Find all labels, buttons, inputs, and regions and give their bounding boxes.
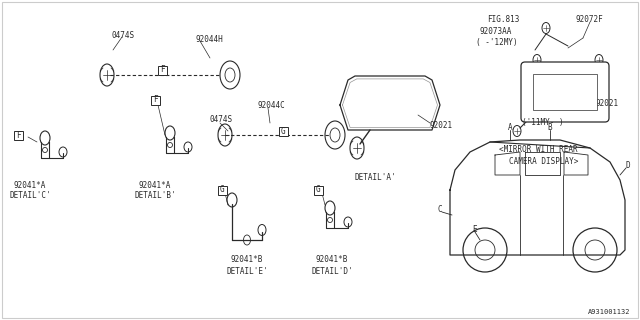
Ellipse shape xyxy=(184,142,192,152)
Ellipse shape xyxy=(243,235,250,245)
Text: ('11MY- ): ('11MY- ) xyxy=(522,117,564,126)
Text: DETAIL'C': DETAIL'C' xyxy=(9,191,51,201)
Text: 92041*B: 92041*B xyxy=(316,255,348,265)
Text: B: B xyxy=(548,123,552,132)
Text: D: D xyxy=(626,161,630,170)
Text: F: F xyxy=(153,95,157,105)
Text: DETAIL'E': DETAIL'E' xyxy=(226,267,268,276)
Circle shape xyxy=(585,240,605,260)
Text: 92044H: 92044H xyxy=(195,35,223,44)
Text: CAMERA DISPLAY>: CAMERA DISPLAY> xyxy=(509,157,579,166)
Circle shape xyxy=(168,142,173,148)
Text: 0474S: 0474S xyxy=(112,30,135,39)
Text: F: F xyxy=(160,66,164,75)
Bar xyxy=(533,74,597,110)
Ellipse shape xyxy=(513,125,521,137)
Ellipse shape xyxy=(100,64,114,86)
Text: A931001132: A931001132 xyxy=(588,309,630,315)
Text: 92041*A: 92041*A xyxy=(14,180,46,189)
Text: DETAIL'B': DETAIL'B' xyxy=(134,191,176,201)
Text: 92021: 92021 xyxy=(596,100,619,108)
Ellipse shape xyxy=(542,22,550,34)
Circle shape xyxy=(42,148,47,153)
Bar xyxy=(278,126,287,135)
Ellipse shape xyxy=(325,201,335,215)
Text: G: G xyxy=(316,186,320,195)
Ellipse shape xyxy=(227,193,237,207)
Bar xyxy=(314,186,323,195)
Circle shape xyxy=(573,228,617,272)
Ellipse shape xyxy=(220,61,240,89)
Ellipse shape xyxy=(59,147,67,157)
Text: E: E xyxy=(473,226,477,235)
Text: G: G xyxy=(220,186,224,195)
Circle shape xyxy=(475,240,495,260)
Bar xyxy=(218,186,227,195)
Bar xyxy=(157,66,166,75)
Text: F: F xyxy=(16,131,20,140)
Bar xyxy=(150,95,159,105)
Text: 92041*B: 92041*B xyxy=(231,255,263,265)
Text: A: A xyxy=(508,123,512,132)
Ellipse shape xyxy=(325,121,345,149)
Ellipse shape xyxy=(40,131,50,145)
Ellipse shape xyxy=(218,124,232,146)
Text: DETAIL'A': DETAIL'A' xyxy=(354,173,396,182)
Text: 0474S: 0474S xyxy=(210,116,233,124)
Text: G: G xyxy=(281,126,285,135)
Ellipse shape xyxy=(344,217,352,227)
Text: 92021: 92021 xyxy=(430,121,453,130)
Circle shape xyxy=(328,218,333,222)
Ellipse shape xyxy=(533,54,541,66)
Circle shape xyxy=(463,228,507,272)
Text: ( -'12MY): ( -'12MY) xyxy=(476,37,518,46)
Ellipse shape xyxy=(330,128,340,142)
Ellipse shape xyxy=(165,126,175,140)
Text: C: C xyxy=(438,205,442,214)
Ellipse shape xyxy=(258,225,266,236)
Bar xyxy=(13,131,22,140)
Text: 92041*A: 92041*A xyxy=(139,180,171,189)
Text: FIG.813: FIG.813 xyxy=(487,15,520,25)
FancyBboxPatch shape xyxy=(521,62,609,122)
Text: 92072F: 92072F xyxy=(575,15,603,25)
Text: <MIRROR WITH REAR: <MIRROR WITH REAR xyxy=(499,146,577,155)
Text: DETAIL'D': DETAIL'D' xyxy=(311,267,353,276)
Ellipse shape xyxy=(350,137,364,159)
Ellipse shape xyxy=(595,54,603,66)
Text: 92044C: 92044C xyxy=(258,100,285,109)
Ellipse shape xyxy=(225,68,235,82)
Text: 92073AA: 92073AA xyxy=(480,27,513,36)
